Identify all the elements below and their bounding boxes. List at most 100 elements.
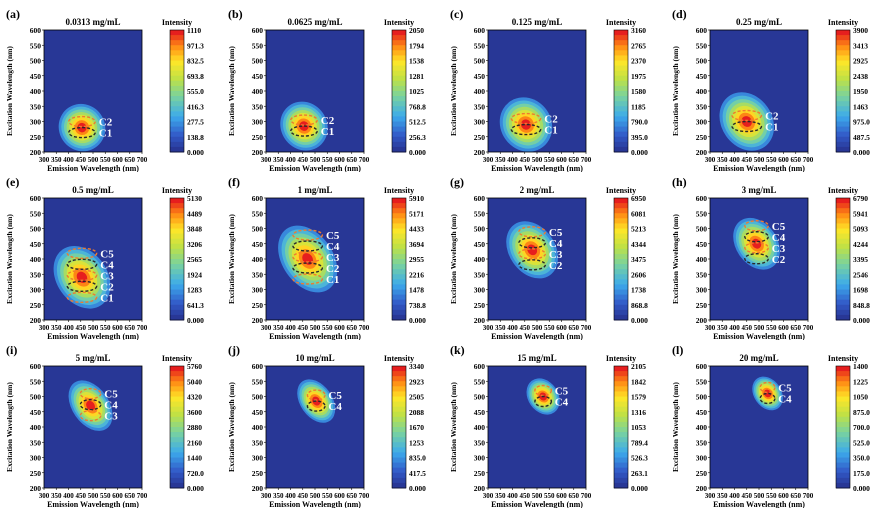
colorbar-segment bbox=[392, 203, 406, 209]
colorbar-segment bbox=[170, 284, 184, 290]
colorbar-segment bbox=[836, 45, 850, 51]
colorbar-segment bbox=[614, 146, 628, 153]
colorbar-segment bbox=[614, 213, 628, 219]
colorbar-segment bbox=[392, 80, 406, 87]
colorbar-tick-label: 1050 bbox=[853, 393, 868, 402]
component-region bbox=[66, 280, 98, 293]
component-label: C3 bbox=[100, 270, 114, 282]
colorbar-segment bbox=[836, 55, 850, 61]
x-axis-label: Emission Wavelength (nm) bbox=[47, 332, 139, 340]
heatmap-layer bbox=[499, 97, 553, 152]
x-axis-label: Emission Wavelength (nm) bbox=[491, 500, 583, 508]
colorbar-segment bbox=[392, 299, 406, 306]
colorbar-segment bbox=[836, 264, 850, 270]
component-region bbox=[759, 381, 776, 394]
colorbar-segment bbox=[392, 136, 406, 143]
colorbar-tick-label: 700.0 bbox=[853, 423, 870, 432]
colorbar-segment bbox=[614, 136, 628, 143]
colorbar-segment bbox=[614, 106, 628, 112]
colorbar-segment bbox=[614, 416, 628, 423]
eem-panel: C5 C4 (j) 10 mg/mL 600 550 500 450 400 350 300 250 2… bbox=[226, 340, 444, 508]
y-tick-label: 300 bbox=[474, 118, 486, 127]
colorbar-segment bbox=[836, 314, 850, 321]
x-tick-label: 600 bbox=[334, 324, 345, 332]
x-tick-label: 600 bbox=[556, 156, 567, 164]
colorbar-segment bbox=[170, 421, 184, 428]
x-tick-label: 350 bbox=[495, 156, 506, 164]
colorbar-segment bbox=[170, 121, 184, 128]
colorbar-segment bbox=[614, 381, 628, 387]
colorbar-segment bbox=[614, 131, 628, 138]
x-tick-label: 400 bbox=[507, 492, 518, 500]
panel-label: (j) bbox=[228, 343, 240, 357]
y-tick-label: 400 bbox=[30, 255, 42, 264]
y-tick-label: 300 bbox=[474, 286, 486, 295]
y-tick-label: 400 bbox=[696, 423, 708, 432]
colorbar-segment bbox=[836, 477, 850, 484]
panel-title: 15 mg/mL bbox=[517, 353, 556, 363]
component-label: C3 bbox=[772, 243, 786, 255]
y-tick-label: 350 bbox=[696, 102, 708, 111]
component-region bbox=[68, 126, 96, 139]
x-tick-label: 650 bbox=[569, 156, 580, 164]
colorbar-segment bbox=[836, 432, 850, 438]
colorbar-segment bbox=[836, 381, 850, 387]
colorbar-segment bbox=[836, 253, 850, 260]
eem-panel: C2 C1 (d) 0.25 mg/mL 600 550 500 450 400 350 300 25… bbox=[670, 4, 888, 172]
colorbar-segment bbox=[392, 279, 406, 285]
y-tick-label: 550 bbox=[252, 377, 264, 386]
y-tick-label: 350 bbox=[30, 270, 42, 279]
colorbar-segment bbox=[170, 208, 184, 214]
colorbar-tick-label: 6081 bbox=[631, 209, 646, 218]
component-label: C5 bbox=[549, 227, 563, 239]
colorbar-tick-label: 1580 bbox=[631, 87, 646, 96]
colorbar-segment bbox=[836, 462, 850, 469]
colorbar-tick-label: 0.000 bbox=[631, 316, 648, 325]
colorbar-segment bbox=[170, 45, 184, 51]
y-tick-label: 250 bbox=[474, 469, 486, 478]
colorbar-segment bbox=[170, 477, 184, 484]
colorbar-tick-label: 1794 bbox=[409, 41, 424, 50]
component-region bbox=[731, 109, 763, 122]
colorbar-segment bbox=[614, 437, 628, 443]
colorbar-segment bbox=[170, 253, 184, 260]
x-tick-label: 350 bbox=[51, 156, 62, 164]
colorbar-segment bbox=[392, 228, 406, 235]
colorbar-tick-label: 3413 bbox=[853, 41, 868, 50]
colorbar-tick-label: 2105 bbox=[631, 362, 646, 371]
component-label: C5 bbox=[100, 248, 114, 260]
y-tick-label: 350 bbox=[30, 102, 42, 111]
colorbar-segment bbox=[836, 259, 850, 265]
colorbar-segment bbox=[392, 60, 406, 67]
component-region bbox=[306, 389, 326, 401]
colorbar-segment bbox=[392, 432, 406, 438]
x-tick-label: 700 bbox=[581, 156, 592, 164]
y-tick-label: 600 bbox=[252, 362, 264, 371]
colorbar-segment bbox=[836, 416, 850, 423]
y-tick-label: 600 bbox=[474, 194, 486, 203]
colorbar-segment bbox=[170, 467, 184, 474]
colorbar-label: Intensity bbox=[606, 186, 636, 195]
colorbar-tick-label: 0.000 bbox=[187, 148, 204, 157]
colorbar-segment bbox=[836, 213, 850, 219]
x-tick-label: 650 bbox=[791, 324, 802, 332]
colorbar-tick-label: 2505 bbox=[409, 393, 424, 402]
colorbar-segment bbox=[836, 50, 850, 56]
colorbar-segment bbox=[170, 223, 184, 229]
y-tick-label: 400 bbox=[30, 87, 42, 96]
colorbar-segment bbox=[614, 238, 628, 245]
x-tick-label: 300 bbox=[39, 324, 50, 332]
x-tick-label: 500 bbox=[754, 156, 765, 164]
colorbar-segment bbox=[614, 376, 628, 382]
colorbar-segment bbox=[836, 447, 850, 453]
x-axis-label: Emission Wavelength (nm) bbox=[47, 500, 139, 508]
component-label: C1 bbox=[326, 274, 339, 286]
colorbar-segment bbox=[614, 482, 628, 489]
colorbar-frame bbox=[613, 29, 629, 153]
y-tick-label: 250 bbox=[696, 133, 708, 142]
colorbar-segment bbox=[614, 452, 628, 458]
component-label: C3 bbox=[549, 249, 563, 261]
x-tick-label: 300 bbox=[705, 324, 716, 332]
component-label: C5 bbox=[104, 389, 118, 401]
